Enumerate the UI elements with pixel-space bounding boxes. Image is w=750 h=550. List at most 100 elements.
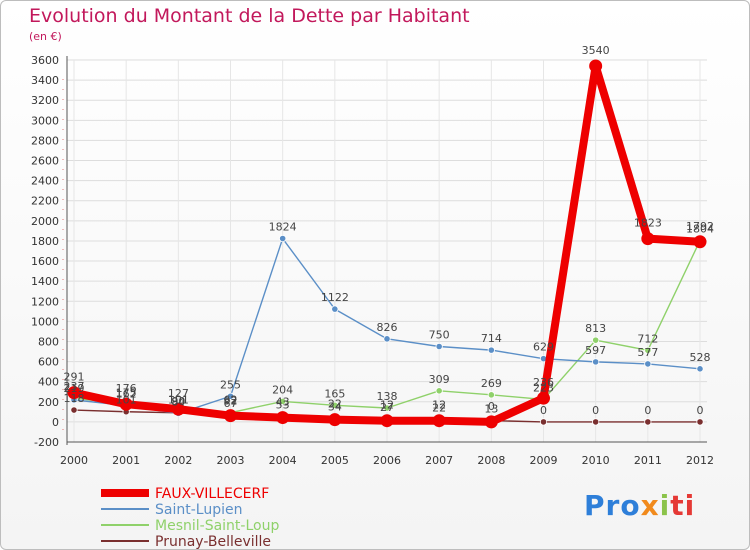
x-tick-label: 2003 [217, 454, 245, 467]
data-label: 118 [64, 392, 85, 405]
data-point [380, 414, 394, 428]
data-point [119, 397, 133, 411]
y-tick-label: 1400 [31, 275, 59, 288]
data-point [276, 411, 290, 425]
y-tick-label: 2800 [31, 134, 59, 147]
data-label: 0 [488, 400, 495, 413]
x-tick-label: 2009 [530, 454, 558, 467]
data-point [592, 418, 600, 426]
data-label: 175 [116, 386, 137, 399]
data-point [487, 391, 495, 399]
data-label: 219 [64, 382, 85, 395]
data-label: 34 [328, 400, 342, 413]
data-point [383, 335, 391, 343]
data-label: 12 [380, 399, 394, 412]
y-tick-label: 2600 [31, 155, 59, 168]
data-label: 162 [116, 388, 137, 401]
data-label: 101 [116, 394, 137, 407]
y-tick-label: 200 [38, 396, 59, 409]
data-label: 67 [224, 397, 238, 410]
y-tick-label: 0 [52, 416, 59, 429]
y-tick-label: 3400 [31, 74, 59, 87]
y-tick-label: 600 [38, 356, 59, 369]
data-point [539, 418, 548, 426]
data-label: 22 [328, 398, 342, 411]
data-label: 1122 [321, 291, 349, 304]
data-label: 236 [533, 376, 554, 389]
data-label: 269 [481, 377, 502, 390]
y-tick-label: 2400 [31, 175, 59, 188]
data-label: 62 [224, 394, 238, 407]
data-label: 27 [380, 401, 394, 414]
data-point [432, 414, 446, 428]
data-label: 53 [276, 399, 290, 412]
data-label: 13 [484, 403, 498, 416]
data-label: 138 [377, 390, 398, 403]
data-label: 84 [171, 395, 185, 408]
data-point [331, 305, 339, 313]
data-label: 1823 [634, 217, 662, 230]
y-tick-label: 400 [38, 376, 59, 389]
data-point [67, 386, 81, 400]
data-label: 826 [377, 321, 398, 334]
legend-label: Saint-Lupien [155, 502, 242, 518]
x-tick-label: 2005 [321, 454, 349, 467]
data-point [696, 418, 704, 426]
y-tick-label: 3000 [31, 114, 59, 127]
y-tick-label: 2000 [31, 215, 59, 228]
data-point [592, 336, 600, 344]
data-label: 577 [637, 346, 658, 359]
data-label: 750 [429, 329, 450, 342]
data-label: 3540 [582, 44, 610, 57]
data-point [641, 232, 655, 246]
data-point [383, 404, 391, 412]
data-point [226, 392, 235, 400]
data-label: 165 [324, 387, 345, 400]
data-label: 223 [533, 381, 554, 394]
data-label: 309 [429, 373, 450, 386]
data-label: 237 [64, 380, 85, 393]
data-point [279, 397, 287, 405]
x-tick-label: 2001 [112, 454, 140, 467]
x-tick-label: 2007 [425, 454, 453, 467]
data-label: 92 [224, 395, 238, 408]
data-label: 0 [592, 404, 599, 417]
data-label: 0 [540, 404, 547, 417]
data-point [592, 358, 600, 366]
y-tick-label: 3200 [31, 94, 59, 107]
data-point [70, 406, 78, 414]
x-tick-label: 2002 [164, 454, 192, 467]
data-point [328, 413, 342, 427]
proxiti-logo: Proxiti [584, 489, 696, 522]
data-label: 43 [276, 396, 290, 409]
data-point [537, 391, 550, 405]
data-point [171, 402, 185, 416]
data-label: 0 [644, 404, 651, 417]
data-point [644, 346, 652, 354]
x-tick-label: 2006 [373, 454, 401, 467]
y-tick-label: 3600 [31, 54, 59, 67]
y-tick-label: 1000 [31, 315, 59, 328]
x-tick-label: 2008 [477, 454, 505, 467]
legend-label: FAUX-VILLECERF [155, 486, 269, 502]
data-label: 528 [690, 351, 711, 364]
x-tick-label: 2004 [269, 454, 297, 467]
legend-label: Mesnil-Saint-Loup [155, 518, 279, 534]
x-tick-label: 2000 [60, 454, 88, 467]
data-label: 12 [432, 399, 446, 412]
y-tick-label: 800 [38, 335, 59, 348]
data-point [435, 342, 443, 351]
data-point [487, 346, 495, 354]
data-point [331, 401, 339, 409]
data-label: 101 [168, 394, 189, 407]
data-label: 176 [116, 382, 137, 395]
data-point [644, 418, 652, 426]
data-label: 1792 [686, 220, 714, 233]
data-point [484, 415, 498, 429]
y-tick-label: 1600 [31, 255, 59, 268]
data-label: 255 [220, 378, 241, 391]
data-point [696, 365, 704, 373]
data-label: 22 [432, 402, 446, 415]
